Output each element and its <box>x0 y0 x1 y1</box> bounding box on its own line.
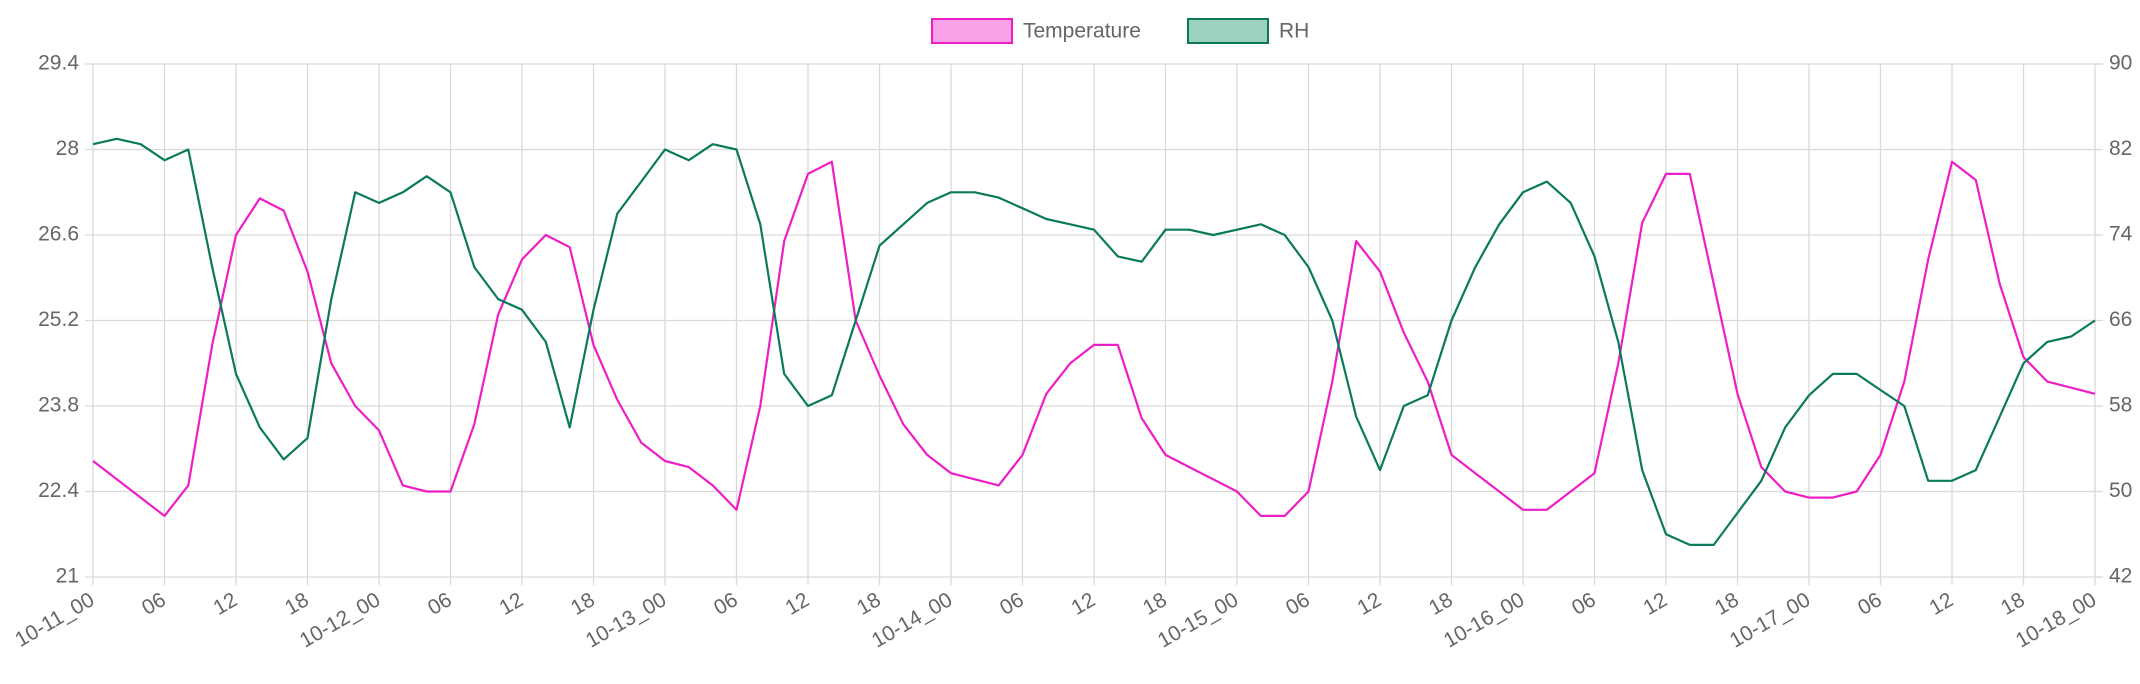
y-tick-label: 28 <box>56 137 79 160</box>
x-tick-label: 12 <box>782 588 814 620</box>
y-tick-label: 21 <box>56 565 79 588</box>
series-line <box>92 160 2096 517</box>
x-tick-label: 18 <box>1711 588 1743 620</box>
x-tick-label: 06 <box>1854 588 1886 620</box>
x-tick-label: 10-11_00 <box>11 588 98 652</box>
y2-tick-label: 82 <box>2109 137 2132 160</box>
x-tick-label: 06 <box>710 588 742 620</box>
y2-tick-label: 42 <box>2109 565 2132 588</box>
y-tick-label: 22.4 <box>38 479 79 502</box>
y-tick-label: 29.4 <box>38 52 79 75</box>
legend-swatch[interactable] <box>1187 18 1269 44</box>
series-line <box>92 137 2096 546</box>
y-tick-label: 26.6 <box>38 223 79 246</box>
y-tick-label: 25.2 <box>38 308 79 331</box>
x-tick-label: 18 <box>281 588 313 620</box>
x-tick-label: 10-15_00 <box>1154 588 1242 652</box>
x-tick-label: 10-14_00 <box>868 588 956 652</box>
legend-label[interactable]: RH <box>1279 20 1309 43</box>
x-tick-label: 06 <box>1568 588 1600 620</box>
x-tick-label: 18 <box>853 588 885 620</box>
legend-swatch[interactable] <box>931 18 1013 44</box>
x-tick-label: 12 <box>1926 588 1958 620</box>
y-tick-label: 23.8 <box>38 394 79 417</box>
y2-tick-label: 74 <box>2109 223 2133 246</box>
x-tick-label: 10-17_00 <box>1726 588 1814 652</box>
x-tick-label: 12 <box>1068 588 1100 620</box>
legend-label[interactable]: Temperature <box>1023 20 1141 43</box>
y2-tick-label: 66 <box>2109 308 2132 331</box>
x-tick-label: 18 <box>1425 588 1457 620</box>
x-tick-label: 10-18_00 <box>2012 588 2100 652</box>
x-tick-label: 12 <box>1354 588 1386 620</box>
x-tick-label: 12 <box>496 588 528 620</box>
x-tick-label: 18 <box>1997 588 2029 620</box>
y2-tick-label: 50 <box>2109 479 2132 502</box>
x-tick-label: 06 <box>996 588 1028 620</box>
x-tick-label: 06 <box>424 588 456 620</box>
x-tick-label: 06 <box>1282 588 1314 620</box>
y2-tick-label: 58 <box>2109 394 2132 417</box>
x-tick-label: 10-12_00 <box>296 588 384 652</box>
x-tick-label: 12 <box>1640 588 1672 620</box>
y2-tick-label: 90 <box>2109 52 2132 75</box>
x-tick-label: 06 <box>138 588 170 620</box>
x-tick-label: 10-16_00 <box>1440 588 1528 652</box>
x-tick-label: 10-13_00 <box>582 588 670 652</box>
x-tick-label: 12 <box>210 588 242 620</box>
x-tick-label: 18 <box>567 588 599 620</box>
x-tick-label: 18 <box>1139 588 1171 620</box>
